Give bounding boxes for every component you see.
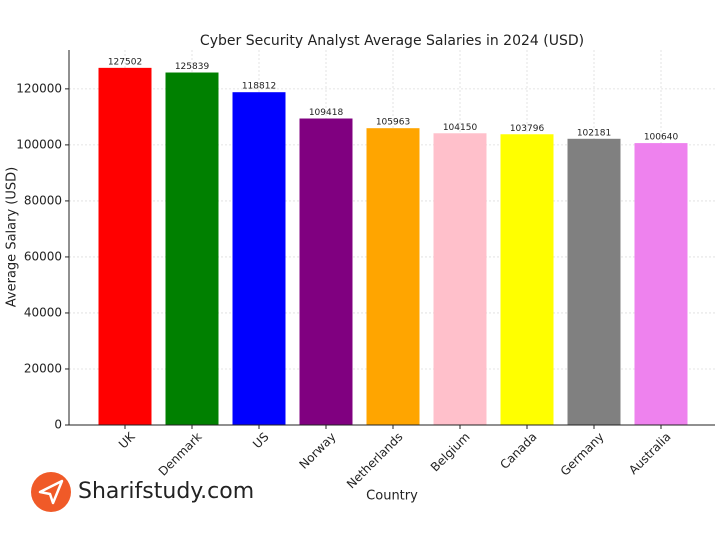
x-tick-label: Australia xyxy=(626,430,673,477)
x-axis-label: Country xyxy=(366,489,418,504)
watermark-text: Sharifstudy.com xyxy=(78,479,254,504)
value-label: 104150 xyxy=(443,123,478,133)
value-label: 109418 xyxy=(309,108,344,118)
chart-title: Cyber Security Analyst Average Salaries … xyxy=(200,33,584,49)
x-tick-label: UK xyxy=(116,429,138,451)
bar xyxy=(567,138,621,425)
x-tick-label: Belgium xyxy=(428,430,473,475)
value-label: 118812 xyxy=(242,82,276,92)
bar xyxy=(433,133,487,425)
y-tick-label: 40000 xyxy=(24,305,62,319)
value-label: 102181 xyxy=(577,128,611,138)
value-label: 127502 xyxy=(108,57,142,67)
y-axis-label: Average Salary (USD) xyxy=(5,167,20,307)
bar xyxy=(366,128,420,425)
x-tick-label: Netherlands xyxy=(344,430,406,492)
value-label: 125839 xyxy=(175,62,210,72)
y-tick-label: 60000 xyxy=(24,249,62,263)
value-label: 103796 xyxy=(510,124,545,134)
watermark-logo xyxy=(31,472,71,512)
x-tick-label: Denmark xyxy=(156,430,205,479)
value-label: 100640 xyxy=(644,133,679,143)
bar xyxy=(232,92,286,426)
x-tick-label: Norway xyxy=(297,430,339,472)
bar xyxy=(500,134,554,425)
y-tick-label: 0 xyxy=(54,418,62,432)
axes xyxy=(68,50,715,426)
x-tick-label: Canada xyxy=(497,430,539,472)
x-tick-label: US xyxy=(250,430,272,452)
x-tick-label: Germany xyxy=(558,430,607,479)
y-tick-label: 20000 xyxy=(24,361,62,375)
bar xyxy=(165,72,219,425)
bar xyxy=(634,143,688,425)
y-tick-label: 80000 xyxy=(24,193,62,207)
y-tick-label: 120000 xyxy=(16,81,62,95)
value-label: 105963 xyxy=(376,118,410,128)
y-tick-label: 100000 xyxy=(16,137,62,151)
bar xyxy=(98,67,152,425)
bar xyxy=(299,118,353,425)
